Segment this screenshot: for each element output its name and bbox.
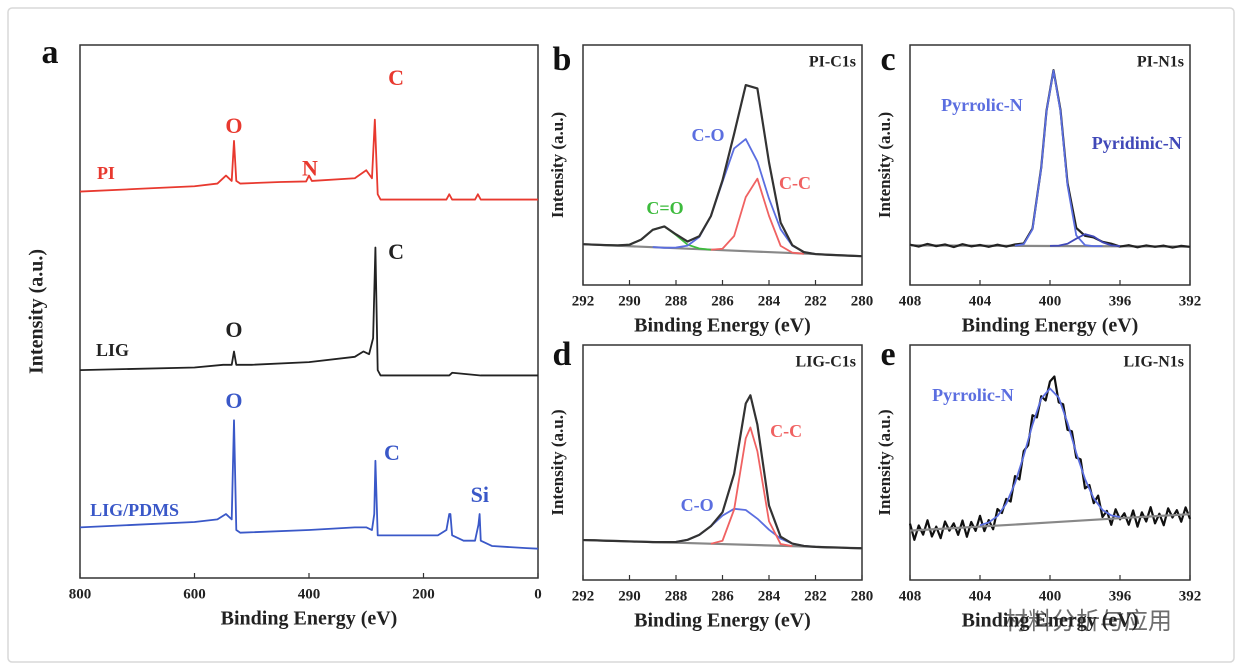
x-tick-label: 408	[899, 588, 922, 604]
x-tick-label: 404	[969, 293, 992, 309]
plot-frame	[909, 44, 1191, 286]
y-axis-title: Intensity (a.u.)	[875, 409, 894, 515]
series-line	[652, 138, 816, 255]
x-axis-title: Binding Energy (eV)	[634, 315, 811, 337]
x-tick-label: 286	[711, 293, 734, 309]
series-label: LIG/PDMS	[90, 500, 179, 520]
y-axis-title: Intensity (a.u.)	[875, 112, 894, 218]
x-tick-label: 288	[665, 293, 688, 309]
x-tick-label: 200	[412, 586, 435, 602]
panel-label: d	[553, 336, 572, 373]
series-line	[710, 177, 804, 255]
series-label: PI	[97, 163, 115, 183]
series-label: C-O	[681, 495, 714, 515]
x-tick-label: 282	[804, 293, 827, 309]
x-tick-label: 400	[1039, 293, 1062, 309]
x-tick-label: 0	[534, 586, 542, 602]
x-tick-label: 396	[1109, 293, 1132, 309]
x-tick-label: 284	[758, 588, 781, 604]
peak-label: O	[225, 317, 242, 342]
y-axis-title: Intensity (a.u.)	[548, 112, 567, 218]
series-label: C=O	[646, 198, 683, 218]
frame	[7, 7, 1235, 663]
series-label: C-O	[691, 125, 724, 145]
peak-label: Si	[471, 482, 489, 507]
x-tick-label: 400	[1039, 588, 1062, 604]
peak-label: C	[388, 239, 404, 264]
panel-title: LIG-N1s	[1124, 354, 1184, 371]
panel-title: PI-N1s	[1137, 54, 1184, 71]
x-axis-title: Binding Energy (eV)	[634, 610, 811, 632]
series-label: Pyridinic-N	[1092, 133, 1182, 153]
series-line	[582, 83, 863, 258]
x-tick-label: 282	[804, 588, 827, 604]
x-tick-label: 396	[1109, 588, 1132, 604]
x-tick-label: 292	[572, 293, 595, 309]
series-label: LIG	[96, 340, 129, 360]
series-line	[1049, 233, 1121, 248]
x-tick-label: 392	[1179, 293, 1202, 309]
x-tick-label: 280	[851, 293, 874, 309]
panel-label: c	[880, 41, 895, 78]
x-tick-label: 284	[758, 293, 781, 309]
x-tick-label: 292	[572, 588, 595, 604]
x-axis-title: Binding Energy (eV)	[962, 610, 1139, 632]
x-axis-title: Binding Energy (eV)	[221, 608, 398, 630]
panel-label: b	[553, 41, 572, 78]
x-tick-label: 290	[618, 588, 641, 604]
x-tick-label: 286	[711, 588, 734, 604]
series-line	[1014, 69, 1103, 248]
x-tick-label: 600	[183, 586, 206, 602]
x-tick-label: 280	[851, 588, 874, 604]
series-line	[909, 513, 1191, 532]
series-line	[79, 246, 538, 377]
panel-label: a	[42, 34, 59, 71]
panel-title: PI-C1s	[809, 54, 856, 71]
series-line	[979, 387, 1121, 527]
series-line	[710, 426, 793, 548]
panel-label: e	[880, 336, 895, 373]
x-axis-title: Binding Energy (eV)	[962, 315, 1139, 337]
y-axis-title: Intensity (a.u.)	[26, 249, 48, 374]
peak-label: C	[384, 440, 400, 465]
series-label: C-C	[770, 421, 802, 441]
series-line	[79, 419, 539, 550]
x-tick-label: 290	[618, 293, 641, 309]
series-label: C-C	[779, 173, 811, 193]
x-tick-label: 392	[1179, 588, 1202, 604]
x-tick-label: 800	[69, 586, 92, 602]
panel-title: LIG-C1s	[796, 354, 856, 371]
watermark: 材料分析与应用	[1004, 607, 1172, 635]
x-tick-label: 408	[899, 293, 922, 309]
x-tick-label: 400	[298, 586, 321, 602]
peak-label: O	[225, 388, 242, 413]
x-tick-label: 288	[665, 588, 688, 604]
peak-label: O	[225, 113, 242, 138]
series-line	[79, 118, 538, 201]
x-tick-label: 404	[969, 588, 992, 604]
peak-label: N	[302, 155, 318, 180]
series-line	[908, 375, 1192, 541]
peak-label: C	[388, 65, 404, 90]
series-label: Pyrrolic-N	[932, 385, 1014, 405]
plot-frame	[79, 44, 539, 579]
y-axis-title: Intensity (a.u.)	[548, 409, 567, 515]
series-line	[582, 394, 863, 550]
series-label: Pyrrolic-N	[941, 95, 1023, 115]
